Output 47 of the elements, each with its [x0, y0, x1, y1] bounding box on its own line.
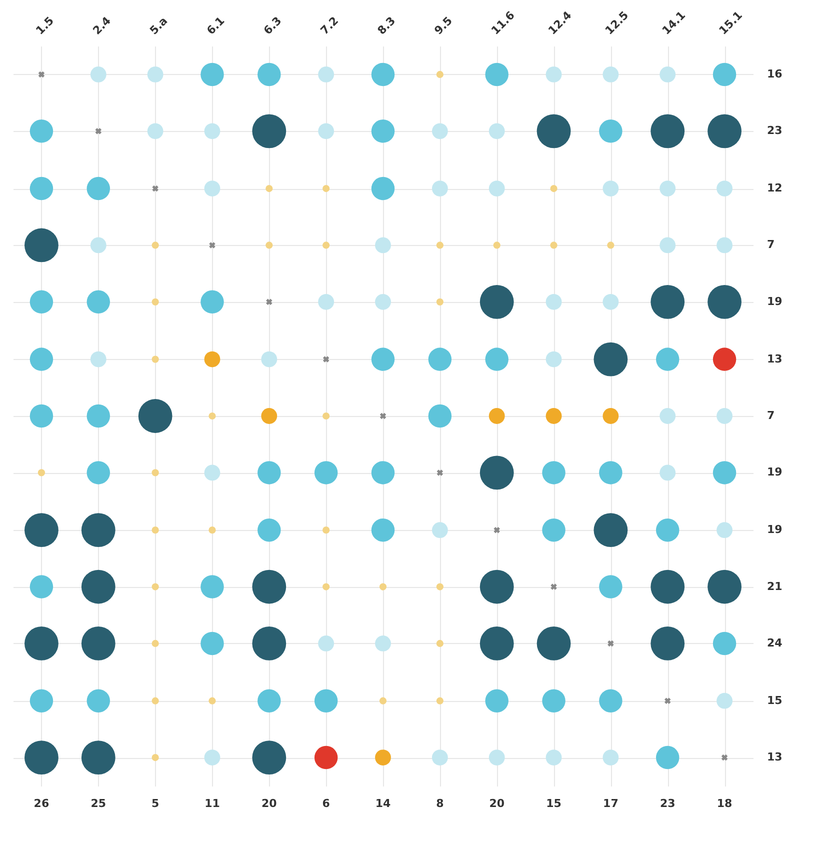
text: 20 [489, 797, 505, 810]
text: 7 [767, 409, 775, 422]
text: 23 [767, 124, 782, 138]
x-tick-label: 6.1 [204, 14, 228, 38]
text: 11 [204, 797, 220, 810]
point [266, 298, 272, 306]
text: 12 [767, 182, 782, 195]
point [550, 584, 557, 590]
point [494, 526, 500, 534]
text: 19 [767, 466, 782, 479]
text: 16 [767, 67, 783, 80]
text: 5 [151, 797, 160, 810]
point [721, 754, 728, 761]
text: 19 [767, 523, 782, 536]
point [95, 128, 102, 134]
text: 21 [767, 580, 782, 593]
text: 13 [767, 750, 782, 764]
text: 26 [34, 797, 50, 810]
x-tick-label: 8.3 [375, 14, 398, 38]
text: 17 [603, 797, 618, 810]
text: 15 [546, 797, 562, 810]
text: 25 [90, 797, 106, 810]
point [152, 185, 158, 192]
x-tick-label: 1.5 [33, 14, 56, 38]
text: 7 [767, 238, 775, 252]
point [209, 242, 216, 248]
point [38, 71, 45, 78]
text: 13 [767, 352, 782, 366]
text: 15 [767, 694, 782, 707]
x-tick-label: 2.4 [90, 14, 114, 38]
text: 14 [375, 797, 391, 810]
text: 18 [716, 797, 732, 810]
point [380, 412, 386, 420]
text: 8 [436, 797, 444, 810]
point [608, 640, 614, 647]
point [436, 470, 444, 476]
x-tick-label: 7.2 [318, 14, 342, 38]
text: 20 [262, 797, 278, 810]
point [322, 356, 330, 362]
point [664, 698, 671, 704]
text: 23 [660, 797, 676, 810]
x-tick-label: 9.5 [432, 14, 455, 38]
x-tick-label: 6.3 [261, 14, 284, 38]
text: 19 [767, 294, 782, 308]
text: 6 [322, 797, 330, 810]
x-tick-label: 5.a [147, 14, 170, 38]
text: 24 [767, 636, 783, 650]
